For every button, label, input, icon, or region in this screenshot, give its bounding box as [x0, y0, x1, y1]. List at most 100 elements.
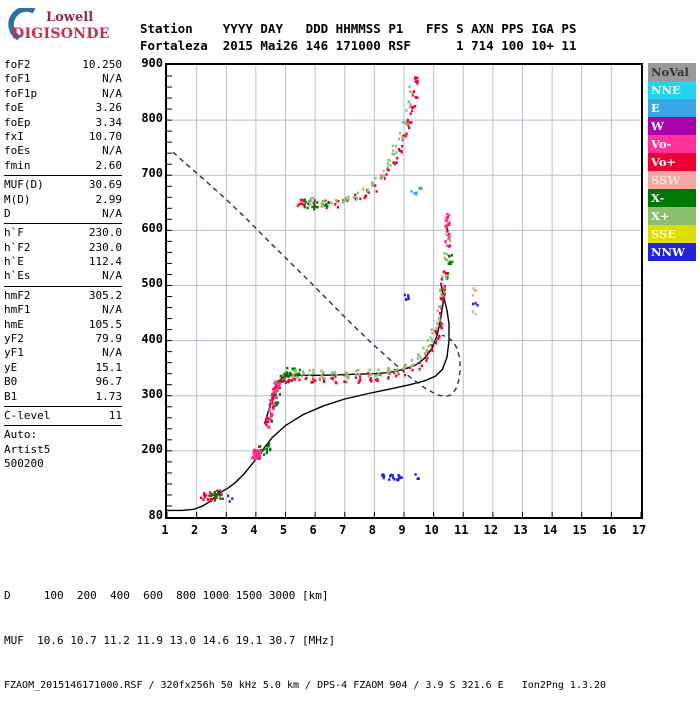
- x-tick-label: 4: [250, 523, 258, 537]
- echo-pixel: [253, 457, 256, 460]
- echo-pixel: [425, 348, 428, 352]
- echo-pixel: [345, 372, 348, 375]
- echo-pixel: [438, 319, 441, 322]
- echo-pixel: [402, 367, 405, 371]
- echo-pixel: [323, 199, 326, 203]
- param-value: 105.5: [88, 317, 122, 331]
- echo-pixel: [387, 367, 390, 370]
- echo-pixel: [292, 373, 295, 376]
- param-value: 15.1: [95, 360, 123, 374]
- echo-pixel: [260, 449, 264, 452]
- echo-pixel: [429, 336, 432, 339]
- legend-item-x[interactable]: X+: [648, 207, 696, 225]
- echo-pixel: [439, 287, 442, 291]
- param-row-fxi: fxI 10.70: [4, 130, 122, 144]
- echo-pixel: [200, 496, 203, 500]
- echo-pixel: [405, 109, 408, 112]
- echo-pixel: [255, 456, 258, 460]
- echo-pixel: [257, 455, 260, 459]
- legend-item-x[interactable]: X-: [648, 189, 696, 207]
- echo-pixel: [439, 305, 442, 308]
- y-tick-label: 200: [141, 441, 163, 456]
- legend-item-nnw[interactable]: NNW: [648, 243, 696, 261]
- y-tick-label: 80: [148, 508, 163, 522]
- echo-pixel: [312, 368, 315, 372]
- echo-pixel: [272, 405, 275, 409]
- echo-pixel: [267, 442, 271, 446]
- echo-pixel: [275, 389, 278, 393]
- echo-pixel: [404, 298, 408, 301]
- x-axis-labels: 1 2 3 4 5 6 7 8 9 10 11 12 13 14 15 16 17: [0, 524, 700, 544]
- echo-pixel: [413, 191, 416, 195]
- echo-pixel: [418, 187, 421, 190]
- echo-pixel: [419, 186, 422, 190]
- echo-pixel: [355, 369, 358, 373]
- echo-pixel: [387, 168, 390, 172]
- echo-pixel: [434, 341, 438, 345]
- echo-pixel: [250, 456, 254, 460]
- param-value: N/A: [102, 346, 122, 360]
- echo-pixel: [410, 359, 413, 362]
- param-value: 10.250: [82, 58, 122, 71]
- logo-text-lowell: Lowell: [46, 10, 94, 25]
- param-value: 3.26: [95, 101, 123, 115]
- echo-pixel: [322, 371, 325, 374]
- echo-pixel: [252, 455, 255, 459]
- legend-item-vo[interactable]: Vo+: [648, 153, 696, 171]
- param-value: 112.4: [88, 255, 122, 269]
- echo-pixel: [446, 258, 449, 262]
- echo-pixel: [357, 368, 360, 372]
- param-row-fmin: fmin 2.60: [4, 159, 122, 173]
- echo-pixel: [218, 494, 221, 497]
- echo-pixel: [395, 161, 398, 164]
- echo-pixel: [312, 371, 315, 375]
- echo-pixel: [253, 448, 256, 452]
- echo-pixel: [414, 96, 417, 99]
- legend-item-noval[interactable]: NoVal: [648, 63, 696, 81]
- echo-pixel: [342, 373, 345, 377]
- echo-pixel: [420, 364, 423, 368]
- echo-pixel: [352, 196, 355, 199]
- echo-pixel: [473, 289, 476, 292]
- echo-pixel: [354, 373, 357, 377]
- y-tick-label: 900: [141, 56, 163, 70]
- ionogram-canvas: [167, 65, 641, 517]
- legend-item-vo[interactable]: Vo-: [648, 135, 696, 153]
- param-value: N/A: [102, 269, 122, 283]
- echo-pixel: [389, 473, 393, 477]
- legend-item-e[interactable]: E: [648, 99, 696, 117]
- echo-pixel: [291, 367, 294, 371]
- echo-pixel: [283, 376, 286, 379]
- echo-pixel: [424, 354, 427, 357]
- echo-pixel: [354, 197, 357, 201]
- param-value: 96.7: [95, 375, 123, 389]
- echo-pixel: [347, 376, 350, 380]
- param-row-md: M(D) 2.99: [4, 193, 122, 207]
- echo-pixel: [221, 497, 224, 500]
- echo-pixel: [273, 389, 276, 392]
- echo-pixel: [412, 363, 415, 367]
- echo-pixel: [444, 258, 447, 261]
- echo-pixel: [401, 121, 404, 124]
- ionogram-plot-area[interactable]: [165, 63, 643, 519]
- legend-item-sse[interactable]: SSE: [648, 225, 696, 243]
- echo-pixel: [297, 372, 300, 375]
- legend-item-nne[interactable]: NNE: [648, 81, 696, 99]
- echo-pixel: [414, 80, 417, 83]
- echo-pixel: [391, 152, 394, 156]
- echo-pixel: [405, 132, 408, 135]
- echo-points: [200, 76, 479, 503]
- echo-pixel: [203, 493, 206, 497]
- legend-item-w[interactable]: W: [648, 117, 696, 135]
- param-row-yf1: yF1 N/A: [4, 346, 122, 360]
- echo-pixel: [440, 283, 443, 286]
- echo-pixel: [312, 380, 315, 384]
- echo-pixel: [415, 191, 418, 195]
- echo-pixel: [375, 190, 378, 193]
- legend-item-ssw[interactable]: SSW: [648, 171, 696, 189]
- echo-pixel: [440, 324, 443, 327]
- echo-pixel: [263, 447, 266, 451]
- echo-pixel: [416, 477, 419, 480]
- echo-pixel: [294, 378, 297, 381]
- echo-pixel: [393, 161, 396, 165]
